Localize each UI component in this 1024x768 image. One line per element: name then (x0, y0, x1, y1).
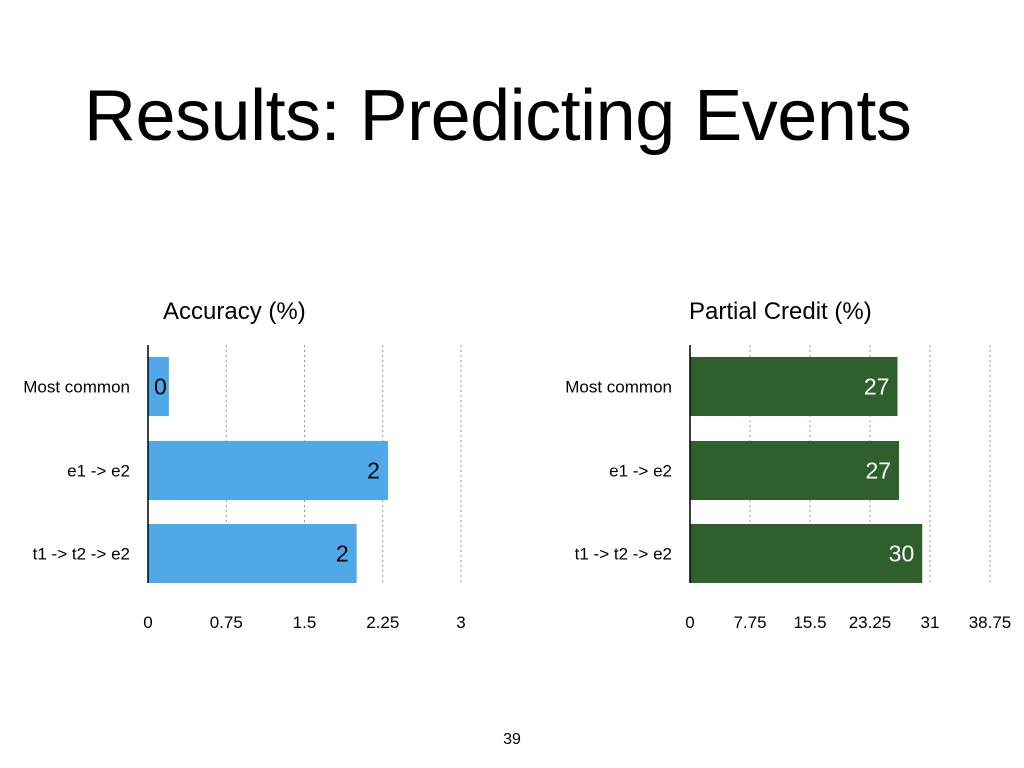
partial-credit-category-label: Most common (565, 378, 672, 397)
partial-credit-x-tick-label: 7.75 (733, 613, 766, 632)
accuracy-data-label: 2 (367, 458, 380, 484)
accuracy-chart-title: Accuracy (%) (163, 298, 306, 325)
partial-credit-bar (690, 357, 898, 416)
accuracy-bar (148, 357, 169, 416)
partial-credit-x-tick-label: 31 (921, 613, 940, 632)
partial-credit-bar-chart: 0 7.75 15.5 23.25 31 38.75 Most common 27 e1 -> … (565, 345, 1011, 632)
partial-credit-data-label: 30 (889, 541, 915, 567)
accuracy-category-label: e1 -> e2 (67, 462, 130, 481)
partial-credit-bar (690, 441, 900, 500)
partial-credit-category-label: e1 -> e2 (609, 462, 672, 481)
accuracy-category-label: t1 -> t2 -> e2 (33, 545, 130, 564)
accuracy-x-tick-label: 1.5 (293, 613, 317, 632)
partial-credit-x-tick-label: 15.5 (793, 613, 826, 632)
partial-credit-chart-title: Partial Credit (%) (689, 298, 872, 325)
accuracy-data-label: 0 (154, 374, 167, 400)
page-number: 39 (503, 731, 521, 748)
accuracy-bar-chart: 0 0.75 1.5 2.25 3 Most common 0 e1 -> e2 2 t1 -> … (23, 345, 466, 632)
accuracy-data-label: 2 (336, 541, 349, 567)
accuracy-bar (148, 524, 357, 583)
partial-credit-category-label: t1 -> t2 -> e2 (575, 545, 672, 564)
partial-credit-data-label: 27 (864, 374, 890, 400)
accuracy-x-tick-label: 2.25 (366, 613, 399, 632)
partial-credit-data-label: 27 (865, 458, 891, 484)
accuracy-x-tick-label: 0.75 (210, 613, 243, 632)
accuracy-x-tick-label: 0 (143, 613, 152, 632)
accuracy-category-label: Most common (23, 378, 130, 397)
slide-title: Results: Predicting Events (84, 76, 912, 156)
partial-credit-x-tick-label: 0 (685, 613, 694, 632)
accuracy-bar (148, 441, 388, 500)
accuracy-x-tick-label: 3 (456, 613, 465, 632)
partial-credit-x-tick-label: 38.75 (969, 613, 1012, 632)
partial-credit-x-tick-label: 23.25 (849, 613, 892, 632)
partial-credit-bar (690, 524, 923, 583)
